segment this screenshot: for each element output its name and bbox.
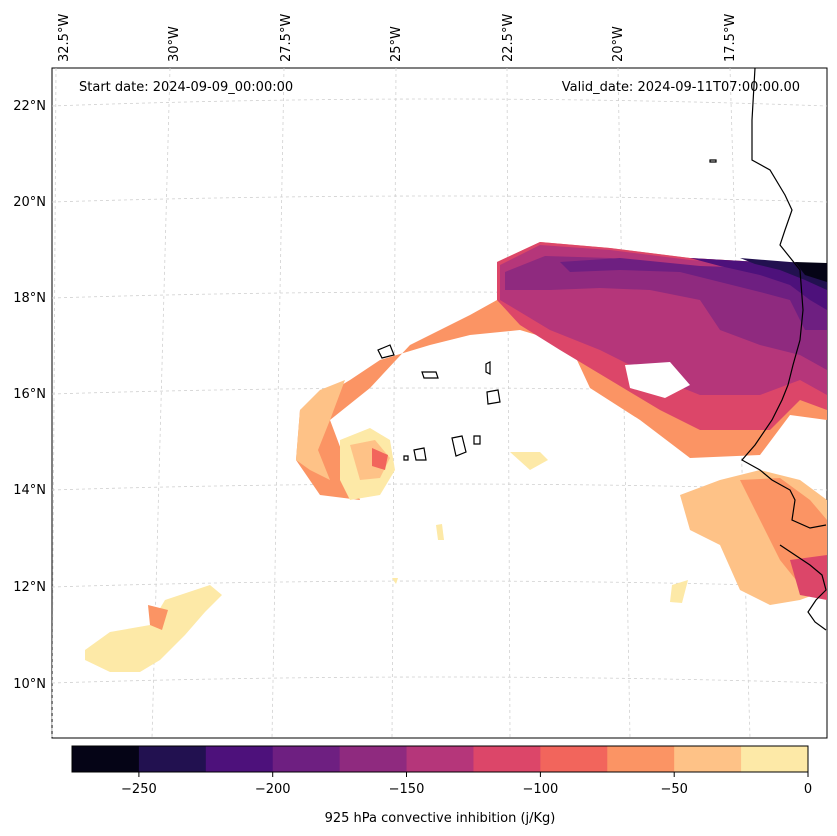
lon-label: 27.5°W [279, 14, 294, 62]
colorbar-swatch [741, 746, 809, 772]
colorbar-swatch [406, 746, 474, 772]
lon-label: 32.5°W [57, 14, 72, 62]
lat-label: 20°N [13, 195, 46, 210]
colorbar-swatch [205, 746, 274, 772]
colorbar-label: 925 hPa convective inhibition (j/Kg) [325, 811, 556, 826]
lon-label: 25°W [389, 26, 404, 62]
lat-labels: 22°N 20°N 18°N 16°N 14°N 12°N 10°N [13, 99, 46, 692]
colorbar-swatch [72, 746, 140, 772]
colorbar-tick-label: −50 [660, 782, 687, 797]
lat-label: 22°N [13, 99, 46, 114]
colorbar-swatch [339, 746, 408, 772]
colorbar-swatch [674, 746, 742, 772]
cin-contours [85, 242, 827, 672]
lat-label: 14°N [13, 483, 46, 498]
colorbar-frame [71, 745, 809, 773]
cin-core [795, 262, 827, 282]
colorbar-swatch [272, 746, 341, 772]
cin-patch-ring-core [372, 448, 388, 470]
lat-label: 12°N [13, 580, 46, 595]
lon-labels: 32.5°W 30°W 27.5°W 25°W 22.5°W 20°W 17.5… [57, 14, 738, 62]
valid-date-label: Valid_date: 2024-09-11T07:00:00.00 [562, 80, 800, 95]
colorbar-ticks: −250 −200 −150 −100 −50 0 [121, 772, 812, 797]
lat-label: 16°N [13, 387, 46, 402]
coastlines [377, 67, 827, 631]
cin-band-4 [560, 258, 827, 330]
lon-label: 17.5°W [723, 14, 738, 62]
cin-inner-hole [625, 362, 690, 398]
gridlines [51, 67, 828, 739]
cin-patch-ring-inner [350, 440, 390, 480]
colorbar-tick-label: −200 [255, 782, 291, 797]
cin-patch-small [510, 452, 548, 470]
colorbar-tick-label: −250 [121, 782, 157, 797]
colorbar-tick-label: 0 [804, 782, 812, 797]
start-date-label: Start date: 2024-09-09_00:00:00 [79, 80, 293, 95]
cin-se-2 [790, 555, 827, 600]
lon-label: 20°W [611, 26, 626, 62]
colorbar-tick-label: −100 [523, 782, 559, 797]
lon-label: 30°W [167, 26, 182, 62]
lon-label: 22.5°W [501, 14, 516, 62]
lat-label: 18°N [13, 291, 46, 306]
colorbar-tick-label: −150 [389, 782, 425, 797]
colorbar [72, 746, 809, 772]
cin-sw-tail [85, 585, 222, 672]
colorbar-swatch [473, 746, 541, 772]
colorbar-swatch [540, 746, 608, 772]
lat-label: 10°N [13, 677, 46, 692]
cin-sw-tail-core [148, 605, 168, 630]
cin-patch-west-light [296, 380, 345, 480]
colorbar-swatch [138, 746, 207, 772]
colorbar-swatch [607, 746, 675, 772]
